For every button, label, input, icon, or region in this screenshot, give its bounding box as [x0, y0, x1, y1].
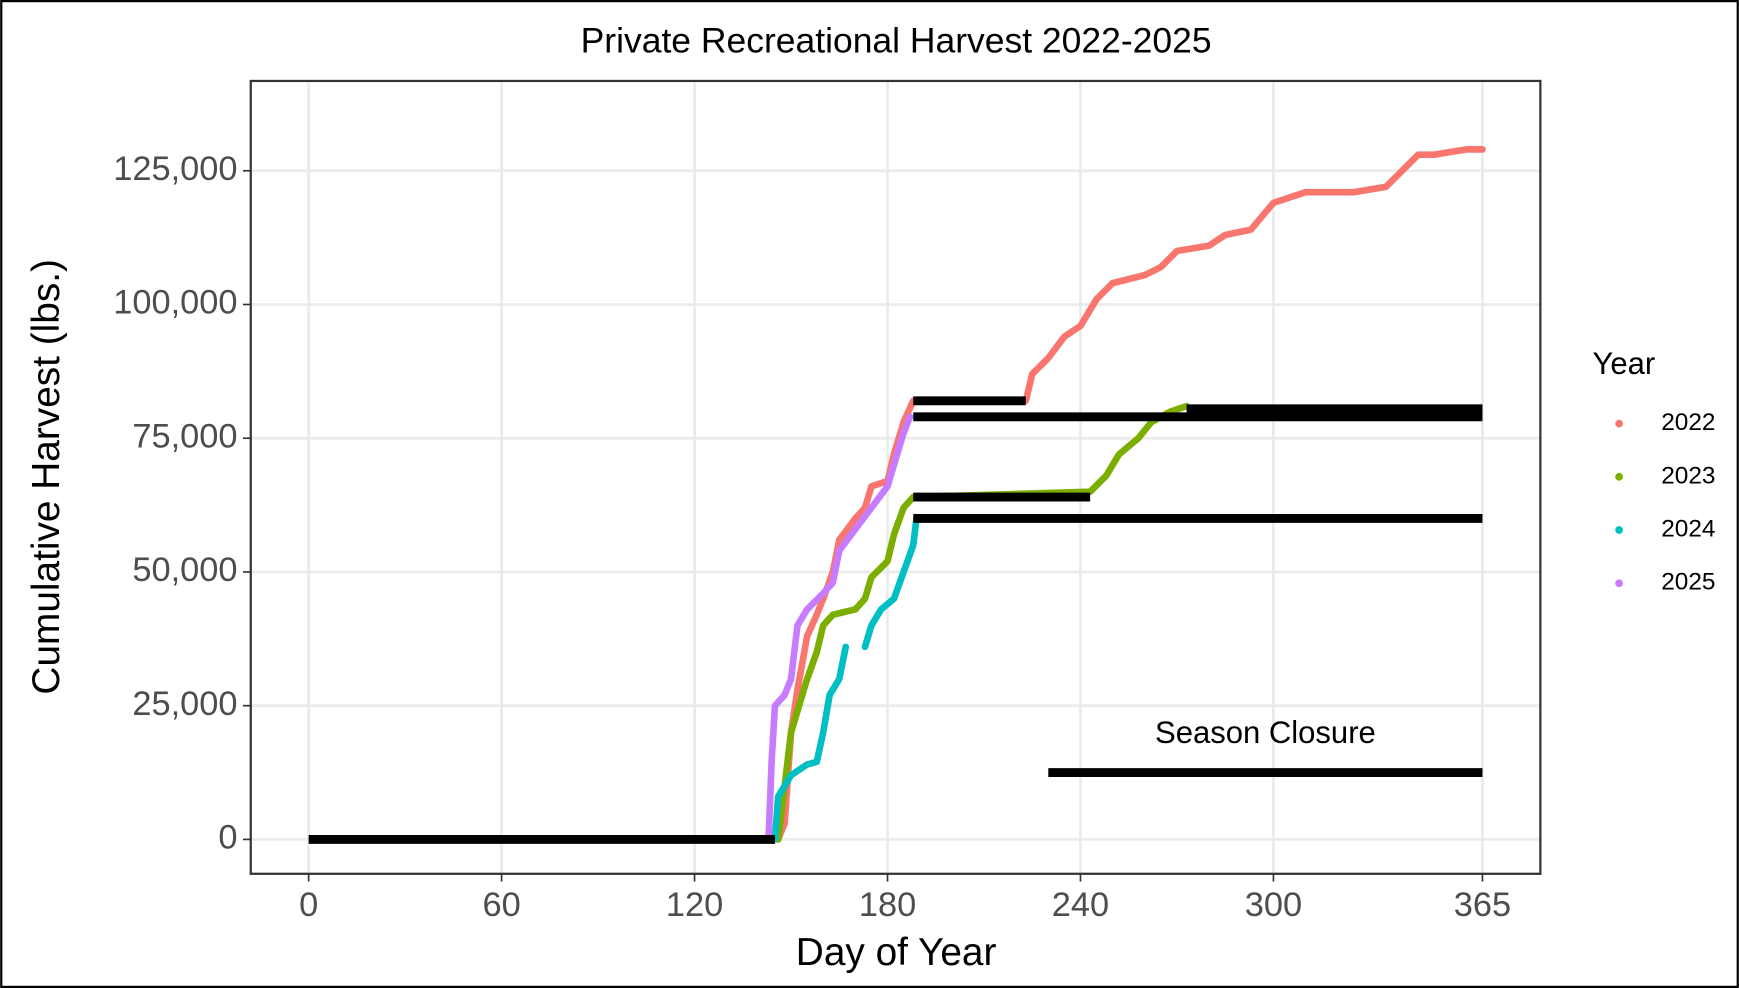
legend-label: 2025: [1661, 569, 1715, 596]
x-tick-label: 120: [666, 886, 723, 924]
x-tick-label: 0: [299, 886, 318, 924]
y-axis-title: Cumulative Harvest (lbs.): [25, 259, 68, 694]
legend-swatch: [1615, 472, 1623, 481]
x-tick-label: 300: [1245, 886, 1302, 924]
series-line: [765, 413, 914, 843]
series-line: [771, 515, 920, 843]
x-tick-label: 365: [1454, 886, 1511, 924]
y-tick-label: 0: [218, 818, 237, 856]
legend-title: Year: [1592, 346, 1655, 381]
legend-swatch: [1615, 419, 1623, 428]
y-tick-label: 125,000: [113, 150, 237, 188]
legend-label: 2024: [1661, 515, 1715, 542]
legend-label: 2022: [1661, 409, 1715, 436]
y-tick-label: 50,000: [132, 551, 237, 589]
x-tick-label: 60: [482, 886, 520, 924]
legend-swatch: [1615, 526, 1623, 534]
legend-label: 2023: [1661, 462, 1715, 489]
series-line: [774, 402, 1190, 843]
chart-title: Private Recreational Harvest 2022-2025: [581, 21, 1212, 61]
y-tick-label: 100,000: [113, 284, 237, 322]
legend-swatch: [1615, 579, 1623, 588]
x-axis-title: Day of Year: [796, 931, 997, 974]
x-tick-label: 180: [859, 886, 916, 924]
y-tick-label: 75,000: [132, 417, 237, 455]
closure-label: Season Closure: [1155, 715, 1376, 750]
x-tick-label: 240: [1052, 886, 1109, 924]
y-tick-label: 25,000: [132, 685, 237, 723]
panel-border: [249, 79, 1542, 875]
